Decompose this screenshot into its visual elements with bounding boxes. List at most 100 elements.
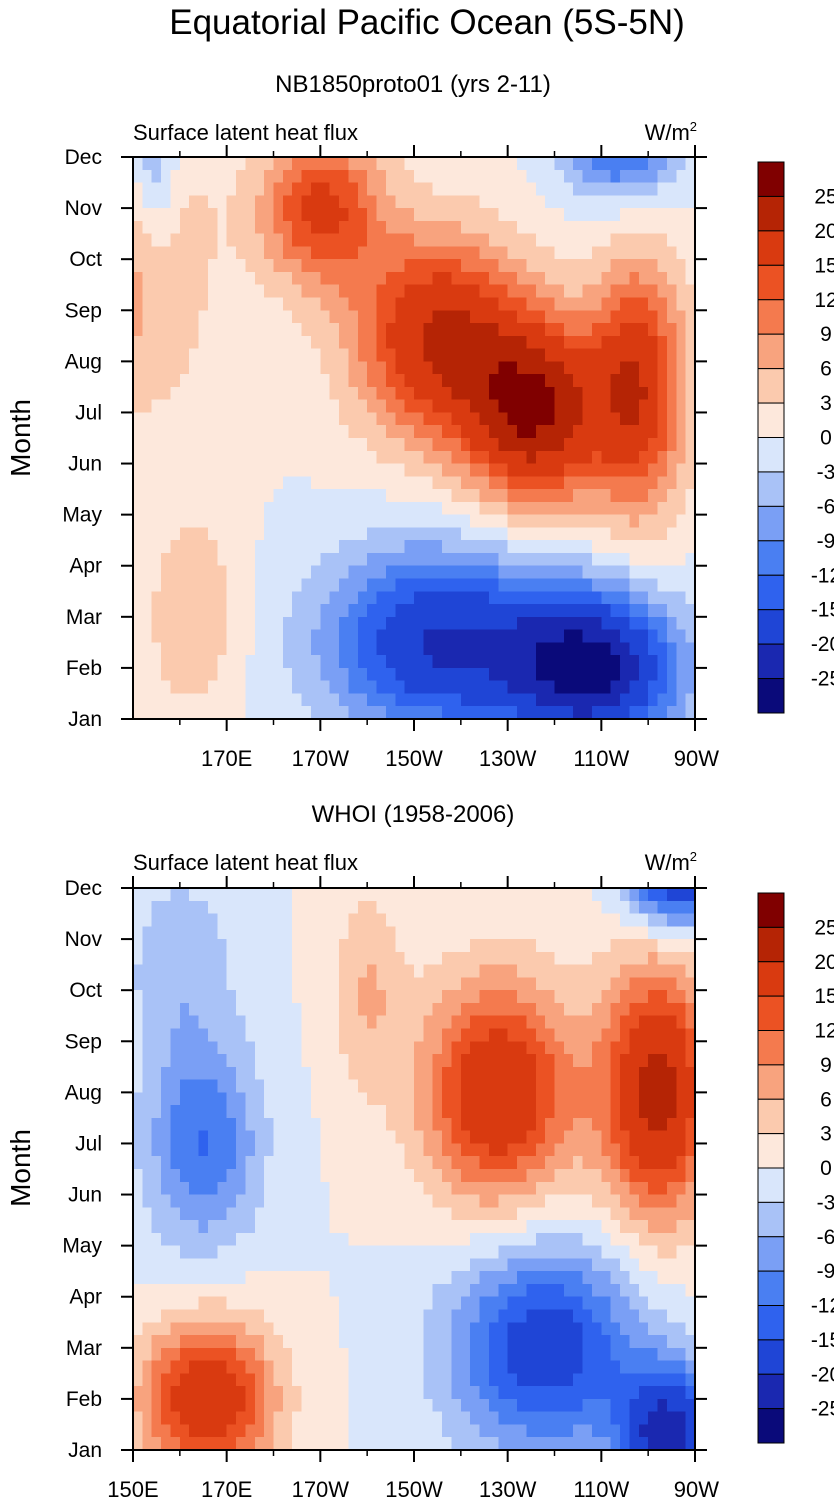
heatmap-cell [591,1092,602,1106]
heatmap-cell [666,1322,677,1336]
heatmap-cell [629,1258,640,1272]
heatmap-cell [563,964,574,979]
heatmap-cell [254,1105,265,1119]
heatmap-cell [498,514,509,529]
heatmap-cell [376,1309,387,1323]
heatmap-cell [526,540,537,554]
heatmap-cell [264,1028,275,1042]
heatmap-cell [414,233,424,248]
heatmap-cell [395,540,406,554]
heatmap-cell [189,693,200,707]
heatmap-cell [404,552,415,567]
heatmap-cell [648,990,659,1004]
heatmap-cell [348,1335,359,1349]
heatmap-cell [151,1335,162,1349]
heatmap-cell [217,1079,228,1093]
heatmap-cell [498,1054,509,1068]
heatmap-cell [582,412,593,426]
heatmap-cell [676,1220,687,1234]
heatmap-cell [236,888,246,902]
heatmap-cell [217,284,228,299]
heatmap-cell [620,900,631,915]
heatmap-cell [507,540,518,554]
heatmap-cell [254,1002,265,1017]
heatmap-cell [423,259,434,273]
heatmap-cell [348,1105,359,1119]
heatmap-cell [657,655,668,669]
heatmap-cell [367,604,378,618]
heatmap-cell [591,1309,602,1323]
heatmap-cell [573,939,584,953]
heatmap-cell [423,501,434,516]
heatmap-cell [207,578,218,592]
heatmap-cell [133,1258,143,1272]
heatmap-cell [179,284,190,299]
heatmap-cell [507,246,518,260]
heatmap-cell [517,565,527,580]
heatmap-cell [161,591,172,605]
heatmap-cell [432,463,443,477]
heatmap-cell [217,271,228,286]
heatmap-cell [554,591,565,605]
heatmap-cell [573,438,584,452]
heatmap-cell [292,157,303,171]
heatmap-cell [507,642,518,656]
heatmap-cell [517,680,527,695]
heatmap-cell [517,1028,527,1042]
heatmap-cell [320,476,331,490]
heatmap-cell [526,527,537,541]
heatmap-cell [591,1117,602,1132]
heatmap-cell [685,425,696,439]
heatmap-cell [161,888,172,902]
heatmap-cell [432,642,443,656]
heatmap-cell [198,951,209,966]
heatmap-cell [226,514,237,529]
heatmap-cell [620,450,631,465]
heatmap-cell [217,939,228,953]
heatmap-cell [554,951,565,966]
heatmap-cell [582,450,593,465]
heatmap-cell [367,1066,378,1081]
heatmap-cell [329,438,340,452]
heatmap-cell [367,1169,378,1183]
heatmap-cell [282,1143,293,1157]
heatmap-cell [620,259,631,273]
heatmap-cell [676,565,687,580]
heatmap-cell [320,438,331,452]
heatmap-cell [217,1066,228,1081]
heatmap-cell [666,604,677,618]
heatmap-cell [414,951,424,966]
heatmap-cell [610,900,621,915]
heatmap-cell [442,220,453,235]
heatmap-cell [432,900,443,915]
heatmap-cell [254,1194,265,1208]
heatmap-cell [601,259,612,273]
heatmap-cell [320,527,331,541]
heatmap-cell [666,1015,677,1030]
heatmap-cell [142,1169,153,1183]
heatmap-cell [488,297,499,311]
heatmap-cell [657,438,668,452]
heatmap-cell [301,489,312,503]
heatmap-cell [657,1105,668,1119]
heatmap-cell [554,195,565,209]
heatmap-cell [582,616,593,631]
heatmap-cell [620,1296,631,1311]
heatmap-cell [629,463,640,477]
heatmap-cell [470,399,481,414]
heatmap-cell [320,1015,331,1030]
heatmap-cell [198,412,209,426]
heatmap-cell [198,514,209,529]
heatmap-cell [423,1309,434,1323]
heatmap-cell [395,348,406,362]
heatmap-cell [207,1015,218,1030]
heatmap-cell [395,578,406,592]
heatmap-cell [638,1015,649,1030]
heatmap-cell [142,1092,153,1106]
heatmap-cell [236,990,246,1004]
heatmap-cell [432,680,443,695]
heatmap-cell [470,964,481,979]
heatmap-cell [264,667,275,682]
heatmap-cell [507,926,518,940]
heatmap-cell [254,501,265,516]
